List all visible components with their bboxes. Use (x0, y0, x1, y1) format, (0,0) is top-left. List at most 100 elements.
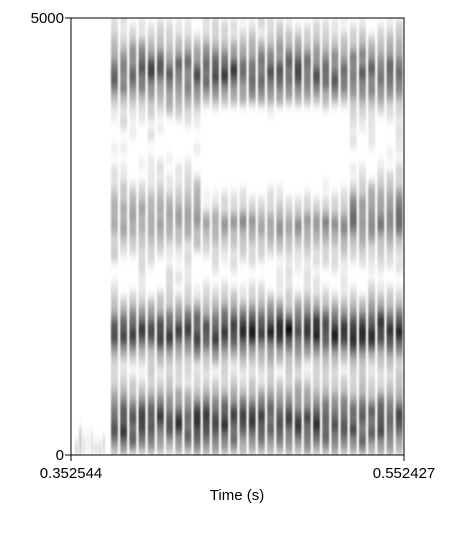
spectrogram-cell (377, 240, 385, 246)
spectrogram-cell (239, 229, 247, 236)
spectrogram-cell (248, 56, 256, 63)
spectrogram-cell (166, 192, 173, 199)
spectrogram-cell (184, 397, 192, 404)
spectrogram-cell (257, 93, 265, 99)
spectrogram-cell (377, 444, 385, 451)
spectrogram-cell (202, 98, 210, 105)
spectrogram-cell (358, 381, 366, 388)
spectrogram-cell (248, 234, 256, 241)
spectrogram-cell (395, 229, 403, 236)
spectrogram-cell (276, 187, 284, 194)
spectrogram-cell (285, 72, 293, 79)
spectrogram-cell (377, 334, 385, 341)
spectrogram-cell (239, 302, 247, 309)
spectrogram-cell (285, 208, 293, 215)
spectrogram-cell (184, 355, 192, 362)
spectrogram-cell (322, 386, 330, 393)
spectrogram-cell (313, 35, 320, 42)
spectrogram-cell (386, 77, 394, 84)
spectrogram-cell (129, 334, 137, 341)
spectrogram-cell (322, 334, 330, 341)
spectrogram-cell (358, 103, 366, 110)
spectrogram-cell (340, 329, 348, 335)
spectrogram-cell (267, 93, 275, 99)
spectrogram-cell (340, 255, 348, 262)
spectrogram-cell (212, 18, 219, 21)
spectrogram-cell (313, 56, 320, 63)
spectrogram-cell (276, 219, 284, 225)
spectrogram-cell (166, 402, 173, 409)
spectrogram-cell (313, 208, 320, 215)
spectrogram-cell (313, 87, 320, 94)
spectrogram-cell (386, 339, 394, 346)
spectrogram-cell (212, 219, 219, 225)
spectrogram-cell (257, 444, 265, 451)
spectrogram-cell (377, 339, 385, 346)
spectrogram-cell (129, 297, 137, 304)
spectrogram-cell (175, 219, 183, 225)
spectrogram-cell (111, 355, 118, 362)
spectrogram-cell (120, 434, 128, 440)
spectrogram-cell (303, 392, 311, 398)
spectrogram-cell (377, 423, 385, 430)
spectrogram-cell (386, 72, 394, 79)
spectrogram-cell (322, 392, 330, 398)
spectrogram-cell (285, 418, 293, 425)
spectrogram-cell (111, 376, 118, 383)
spectrogram-cell (175, 40, 183, 47)
spectrogram-cell (175, 350, 183, 356)
spectrogram-cell (175, 318, 183, 325)
spectrogram-cell (166, 323, 173, 330)
spectrogram-cell (184, 182, 192, 189)
spectrogram-cell (175, 177, 183, 183)
spectrogram-cell (212, 260, 219, 267)
spectrogram-cell (248, 287, 256, 294)
spectrogram-cell (193, 87, 201, 94)
spectrogram-cell (313, 376, 320, 383)
spectrogram-cell (331, 72, 339, 79)
spectrogram-cell (111, 302, 118, 309)
spectrogram-cell (193, 397, 201, 404)
spectrogram-cell (166, 397, 173, 404)
spectrogram-cell (276, 428, 284, 435)
spectrogram-cell (257, 313, 265, 320)
spectrogram-cell (349, 203, 357, 210)
spectrogram-cell (129, 397, 137, 404)
spectrogram-cell (294, 219, 302, 225)
spectrogram-cell (257, 245, 265, 252)
spectrogram-cell (386, 198, 394, 204)
spectrogram-cell (285, 449, 293, 455)
spectrogram-cell (184, 208, 192, 215)
spectrogram-cell (322, 449, 330, 455)
spectrogram-cell (147, 365, 155, 372)
spectrogram-cell (239, 250, 247, 257)
spectrogram-cell (257, 292, 265, 299)
spectrogram-cell (230, 318, 238, 325)
spectrogram-cell (349, 329, 357, 335)
spectrogram-cell (377, 72, 385, 79)
spectrogram-cell (147, 355, 155, 362)
spectrogram-cell (395, 187, 403, 194)
spectrogram-cell (377, 103, 385, 110)
spectrogram-cell (147, 344, 155, 351)
spectrogram-cell (395, 428, 403, 435)
spectrogram-cell (175, 423, 183, 430)
spectrogram-cell (331, 229, 339, 236)
spectrogram-cell (111, 93, 118, 99)
spectrogram-cell (340, 66, 348, 73)
spectrogram-cell (257, 418, 265, 425)
spectrogram-cell (239, 344, 247, 351)
spectrogram-cell (212, 381, 219, 388)
spectrogram-cell (138, 386, 146, 393)
spectrogram-cell (129, 208, 137, 215)
spectrogram-cell (193, 192, 201, 199)
spectrogram-cell (257, 297, 265, 304)
spectrogram-cell (248, 297, 256, 304)
spectrogram-cell (303, 30, 311, 37)
spectrogram-cell (156, 98, 164, 105)
spectrogram-cell (386, 203, 394, 210)
spectrogram-cell (313, 344, 320, 351)
spectrogram-cell (340, 234, 348, 241)
spectrogram-cell (138, 19, 146, 26)
spectrogram-cell (267, 339, 275, 346)
